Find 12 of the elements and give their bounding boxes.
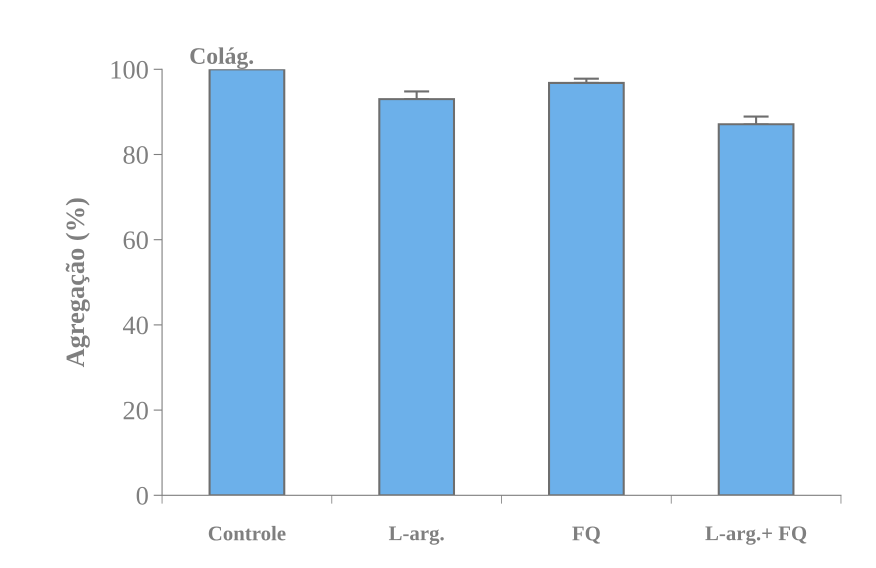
y-tick-label: 80 xyxy=(123,146,148,164)
x-tick-label: Controle xyxy=(208,526,286,541)
y-tick-label: 100 xyxy=(112,60,148,79)
x-tick-label: FQ xyxy=(572,526,600,544)
y-tick-label: 40 xyxy=(122,316,148,334)
y-tick-label: 20 xyxy=(124,402,148,420)
y-tick-label: 60 xyxy=(124,231,148,250)
x-tick-label: L-arg. xyxy=(388,526,444,545)
chart-title: Colág. xyxy=(190,47,254,69)
y-axis-title: Agregação (%) xyxy=(66,198,90,368)
x-tick-label: L-arg.+ FQ xyxy=(705,526,806,545)
y-tick-label: 0 xyxy=(136,486,148,505)
